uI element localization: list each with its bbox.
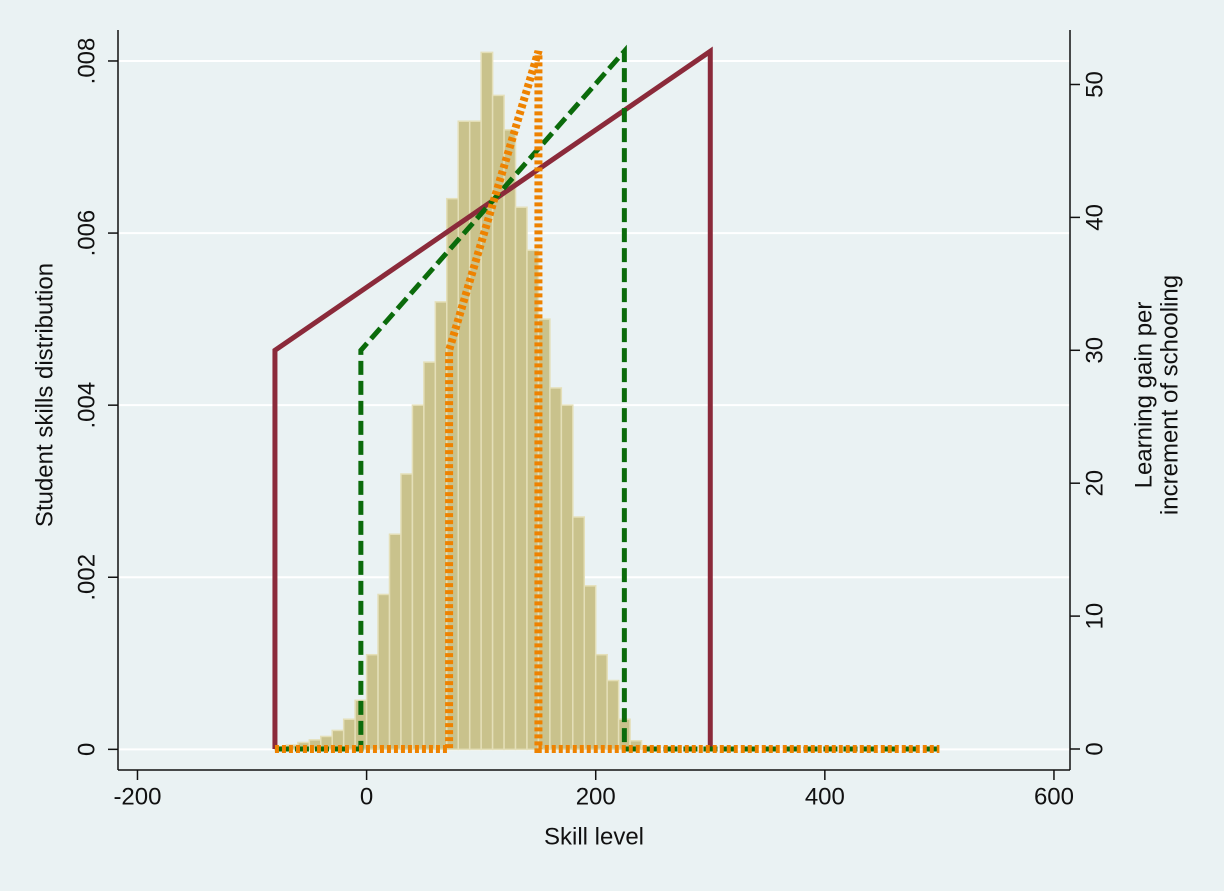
y2-axis-label: increment of schooling — [1156, 275, 1183, 515]
histogram-bar — [594, 653, 608, 751]
y2-tick-label: 0 — [1081, 742, 1108, 755]
histogram-bar — [342, 718, 356, 751]
y-tick-label: .006 — [73, 210, 100, 257]
x-tick-label: 0 — [360, 783, 373, 810]
histogram-bar — [423, 361, 437, 751]
y-tick-label: .002 — [73, 554, 100, 601]
histogram-bar — [365, 653, 379, 751]
histogram-bar — [549, 387, 563, 751]
y2-tick-label: 10 — [1081, 603, 1108, 630]
histogram-bar — [503, 129, 517, 751]
y2-axis-label: Learning gain per — [1130, 302, 1157, 489]
histogram-bar — [411, 404, 425, 751]
histogram-bar — [606, 679, 620, 751]
y-tick-label: .004 — [73, 382, 100, 429]
histogram-bar — [572, 516, 586, 751]
histogram-bar — [583, 585, 597, 751]
x-tick-label: 200 — [576, 783, 616, 810]
line-series — [274, 50, 940, 754]
y-tick-label: 0 — [73, 743, 100, 756]
histogram-bar — [560, 404, 574, 751]
histogram-bar — [514, 206, 528, 751]
y-axis-label: Student skills distribution — [31, 263, 58, 527]
y2-tick-label: 40 — [1081, 204, 1108, 231]
histogram-bar — [388, 533, 402, 751]
x-tick-label: 600 — [1034, 783, 1074, 810]
y2-tick-label: 50 — [1081, 71, 1108, 98]
y2-tick-label: 30 — [1081, 337, 1108, 364]
histogram-bar — [400, 473, 414, 751]
histogram-bar — [377, 593, 391, 751]
histogram-bar — [434, 301, 448, 751]
y-tick-label: .008 — [73, 38, 100, 85]
x-axis-label: Skill level — [544, 823, 644, 850]
y2-tick-label: 20 — [1081, 470, 1108, 497]
x-tick-label: -200 — [113, 783, 161, 810]
histogram-bar — [480, 51, 494, 751]
x-tick-label: 400 — [805, 783, 845, 810]
